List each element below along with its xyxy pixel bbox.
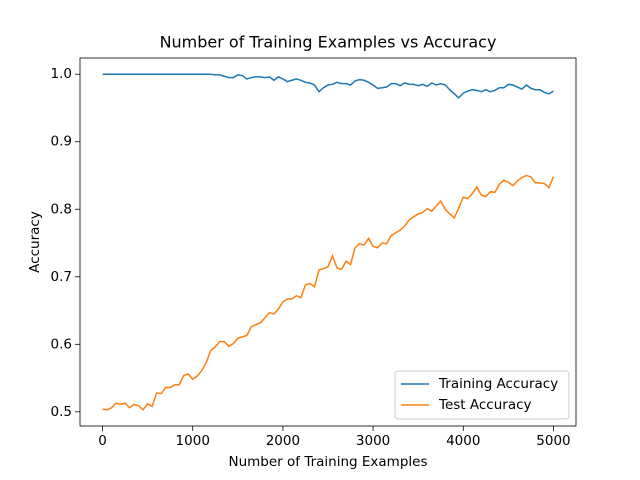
x-tick-label: 5000 bbox=[536, 433, 570, 449]
y-tick-label: 0.9 bbox=[51, 134, 72, 150]
legend-box bbox=[394, 370, 570, 420]
line-series bbox=[102, 174, 555, 411]
y-tick-label: 0.6 bbox=[51, 336, 72, 352]
x-tick-label: 0 bbox=[98, 433, 107, 449]
x-tick-label: 2000 bbox=[266, 433, 300, 449]
plot-frame bbox=[79, 57, 577, 427]
legend-label: Test Accuracy bbox=[438, 397, 532, 413]
x-tick-label: 4000 bbox=[446, 433, 480, 449]
x-axis-label: Number of Training Examples bbox=[229, 454, 428, 470]
x-tick-label: 3000 bbox=[356, 433, 390, 449]
legend-label: Training Accuracy bbox=[438, 376, 558, 392]
chart-title: Number of Training Examples vs Accuracy bbox=[160, 33, 497, 52]
y-axis-label: Accuracy bbox=[27, 211, 43, 273]
x-tick-label: 1000 bbox=[176, 433, 210, 449]
y-tick-label: 1.0 bbox=[51, 66, 72, 82]
y-tick-label: 0.5 bbox=[51, 404, 72, 420]
line-series bbox=[102, 73, 554, 99]
y-tick-label: 0.8 bbox=[51, 201, 72, 217]
y-tick-label: 0.7 bbox=[51, 269, 72, 285]
